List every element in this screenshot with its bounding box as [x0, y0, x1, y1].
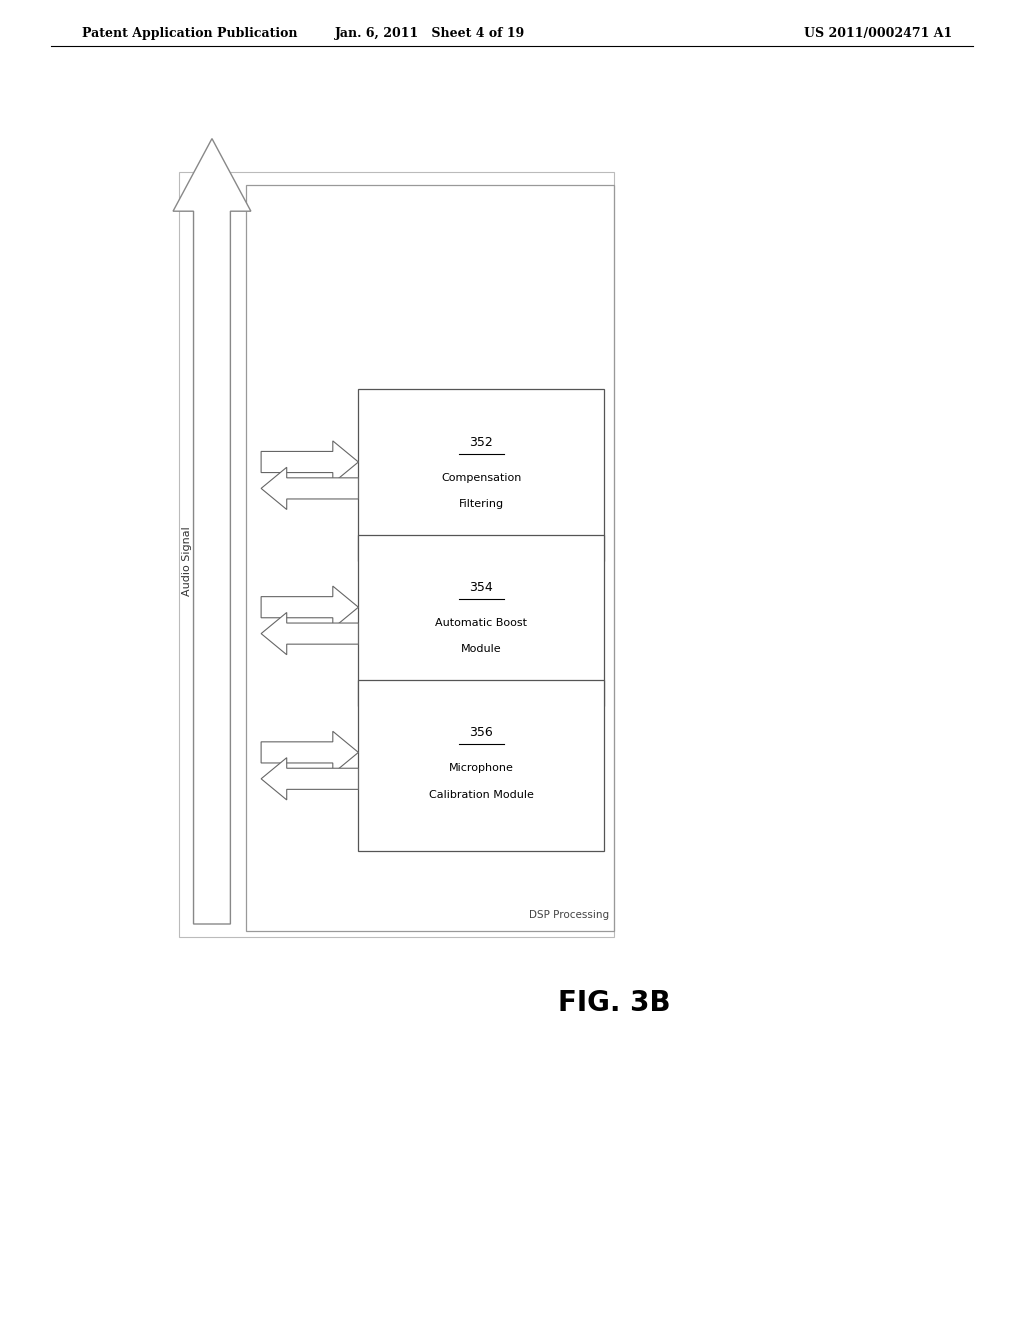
Text: 352: 352 [469, 436, 494, 449]
Text: 354: 354 [469, 581, 494, 594]
Polygon shape [261, 586, 358, 628]
Polygon shape [261, 467, 358, 510]
Text: 356: 356 [469, 726, 494, 739]
Text: Microphone: Microphone [449, 763, 514, 774]
Polygon shape [261, 731, 358, 774]
Text: Calibration Module: Calibration Module [429, 789, 534, 800]
Bar [358, 680, 604, 851]
Bar [358, 535, 604, 706]
Bar [246, 185, 614, 931]
Bar [179, 172, 614, 937]
Polygon shape [261, 758, 358, 800]
Text: Module: Module [461, 644, 502, 655]
Polygon shape [261, 612, 358, 655]
Text: Jan. 6, 2011   Sheet 4 of 19: Jan. 6, 2011 Sheet 4 of 19 [335, 26, 525, 40]
Text: FIG. 3B: FIG. 3B [558, 989, 671, 1018]
Bar [358, 389, 604, 561]
Text: Automatic Boost: Automatic Boost [435, 618, 527, 628]
Polygon shape [261, 441, 358, 483]
Text: Compensation: Compensation [441, 473, 521, 483]
Text: US 2011/0002471 A1: US 2011/0002471 A1 [804, 26, 952, 40]
Text: Audio Signal: Audio Signal [182, 527, 193, 595]
Text: Patent Application Publication: Patent Application Publication [82, 26, 297, 40]
Polygon shape [173, 139, 251, 924]
Text: DSP Processing: DSP Processing [529, 909, 609, 920]
Text: Filtering: Filtering [459, 499, 504, 510]
